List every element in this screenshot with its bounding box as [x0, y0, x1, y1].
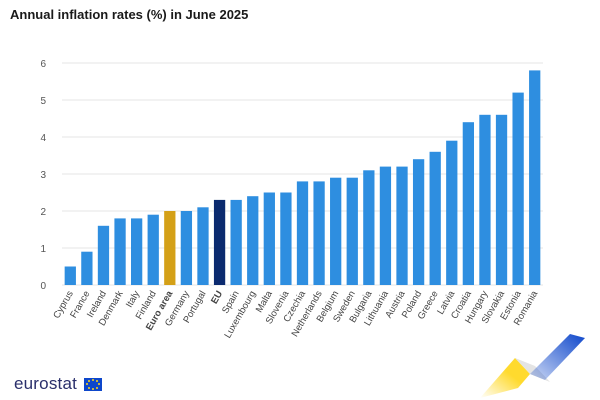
bar-latvia [446, 140, 458, 285]
chart-title: Annual inflation rates (%) in June 2025 [10, 7, 249, 22]
y-tick-label: 4 [40, 133, 46, 144]
bar-malta [263, 192, 275, 285]
bar-romania [529, 70, 541, 286]
bar-lithuania [379, 166, 392, 285]
bar-finland [147, 214, 159, 285]
bar-croatia [462, 122, 475, 285]
bar-france [81, 251, 93, 285]
bar-austria [396, 166, 408, 285]
bar-bulgaria [363, 170, 375, 285]
bar-slovakia [495, 114, 508, 285]
y-tick-label: 6 [40, 59, 46, 70]
bar-germany [180, 211, 193, 285]
bar-netherlands [313, 181, 325, 285]
bar-sweden [346, 177, 358, 285]
eu-flag-icon [84, 378, 102, 391]
bar-poland [412, 159, 425, 285]
bar-luxembourg [247, 196, 259, 285]
bar-estonia [512, 92, 524, 285]
bar-italy [130, 218, 143, 285]
y-tick-label: 3 [40, 170, 46, 181]
eurostat-swoosh-icon [480, 334, 585, 398]
bar-spain [230, 199, 242, 285]
bar-ireland [97, 225, 110, 285]
bar-eu [213, 199, 226, 285]
eurostat-logo-text: eurostat [14, 374, 78, 393]
bar-portugal [197, 207, 209, 285]
bar-hungary [479, 114, 491, 285]
y-tick-label: 0 [40, 281, 46, 292]
bar-greece [429, 151, 441, 285]
y-tick-label: 1 [40, 244, 46, 255]
bar-cyprus [64, 266, 76, 285]
y-tick-label: 5 [40, 96, 46, 107]
bar-czechia [296, 181, 309, 285]
bar-denmark [114, 218, 126, 285]
bar-belgium [330, 177, 342, 285]
bar-euro-area [164, 211, 176, 285]
y-tick-label: 2 [40, 207, 46, 218]
bar-slovenia [280, 192, 292, 285]
